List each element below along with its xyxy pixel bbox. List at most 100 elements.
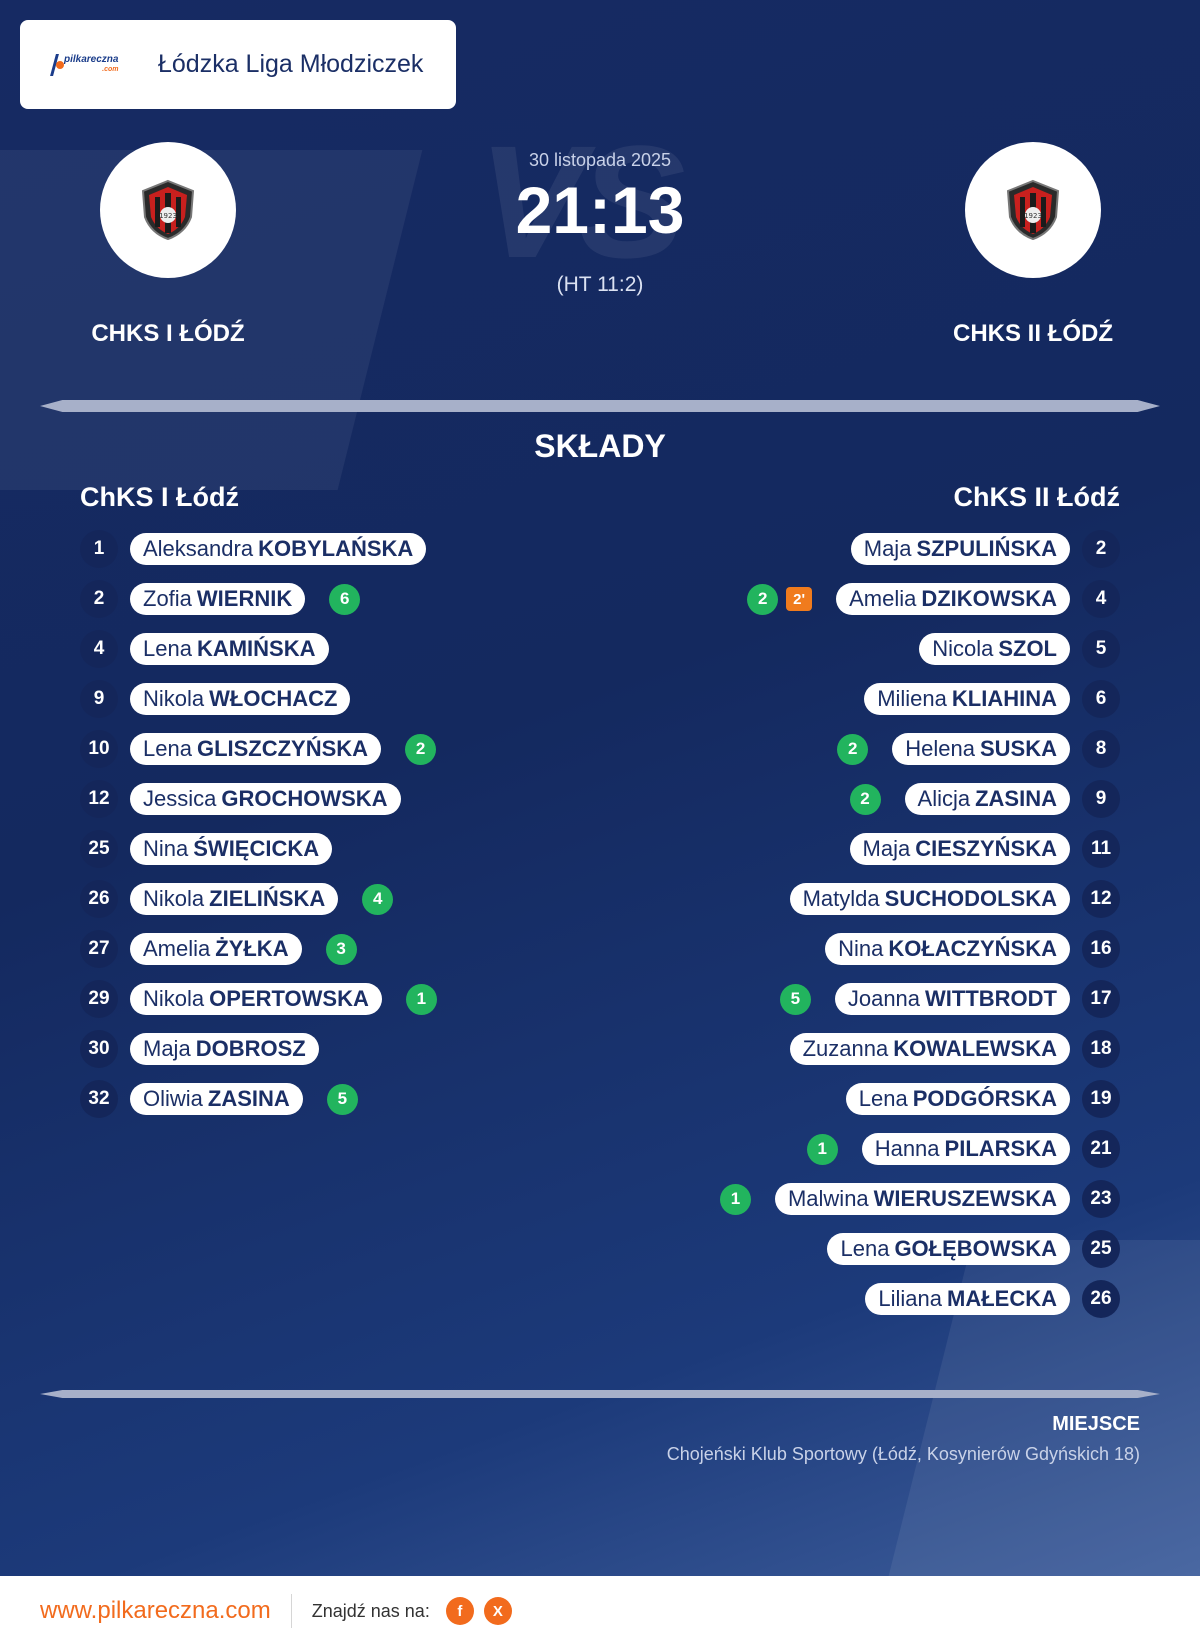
player-name: Helena SUSKA <box>892 733 1070 765</box>
player-row: 1 Malwina WIERUSZEWSKA 23 <box>719 1174 1120 1224</box>
player-row: 29 Nikola OPERTOWSKA 1 <box>80 974 437 1024</box>
player-number: 6 <box>1082 680 1120 718</box>
player-name: Amelia ŻYŁKA <box>130 933 302 965</box>
player-name: Maja SZPULIŃSKA <box>850 533 1070 565</box>
player-last-name: MAŁECKA <box>947 1286 1057 1311</box>
league-name: Łódzka Liga Młodziczek <box>158 50 424 78</box>
facebook-icon[interactable]: f <box>445 1597 474 1625</box>
logo-mark-icon <box>50 54 64 76</box>
player-name: Jessica GROCHOWSKA <box>130 783 401 815</box>
goals-badge: 2 <box>849 783 881 815</box>
player-last-name: SUSKA <box>979 736 1057 761</box>
player-row: 12 Jessica GROCHOWSKA <box>80 774 437 824</box>
away-team-name: CHKS II ŁÓDŹ <box>953 320 1113 347</box>
player-last-name: OPERTOWSKA <box>209 986 369 1011</box>
match-date: 30 listopada 2025 <box>528 150 672 170</box>
goals-badge: 5 <box>326 1083 358 1115</box>
player-number: 19 <box>1082 1080 1120 1118</box>
goals-badge: 1 <box>405 983 437 1015</box>
player-row: Zuzanna KOWALEWSKA 18 <box>720 1024 1120 1074</box>
player-name: Nikola ZIELIŃSKA <box>130 883 339 915</box>
goals-badge: 3 <box>325 933 357 965</box>
club-crest-icon: 1923 <box>1006 179 1060 241</box>
player-first-name: Miliena <box>877 686 947 711</box>
player-last-name: KOWALEWSKA <box>893 1036 1057 1061</box>
player-last-name: GLISZCZYŃSKA <box>196 736 369 761</box>
player-first-name: Hanna <box>874 1136 940 1161</box>
player-name: Hanna PILARSKA <box>861 1133 1070 1165</box>
player-first-name: Nikola <box>143 686 205 711</box>
x-icon[interactable]: X <box>483 1597 512 1625</box>
player-name: Nicola SZOL <box>919 633 1070 665</box>
player-first-name: Amelia <box>143 936 211 961</box>
player-name: Amelia DZIKOWSKA <box>836 583 1070 615</box>
logo-domain: .com <box>102 65 119 73</box>
player-last-name: ZIELIŃSKA <box>209 886 326 911</box>
player-number: 18 <box>1082 1030 1120 1068</box>
player-first-name: Amelia <box>849 586 917 611</box>
player-last-name: ZASINA <box>207 1086 290 1111</box>
away-team-crest: 1923 <box>965 142 1101 278</box>
player-first-name: Lena <box>143 636 192 661</box>
player-first-name: Matylda <box>802 886 880 911</box>
player-name: Maja DOBROSZ <box>130 1033 319 1065</box>
player-row: 32 Oliwia ZASINA 5 <box>80 1074 437 1124</box>
player-name: Nina ŚWIĘCICKA <box>130 833 333 865</box>
player-first-name: Alicja <box>917 786 971 811</box>
player-last-name: GROCHOWSKA <box>221 786 388 811</box>
goals-badge: 2 <box>837 733 869 765</box>
player-row: Maja SZPULIŃSKA 2 <box>720 524 1120 574</box>
home-lineup-title: ChKS I Łódź <box>80 482 239 512</box>
player-first-name: Helena <box>905 736 975 761</box>
site-url-link[interactable]: www.pilkareczna.com <box>40 1597 271 1624</box>
player-row: Miliena KLIAHINA 6 <box>720 674 1120 724</box>
home-roster: 1 Aleksandra KOBYLAŃSKA 2 Zofia WIERNIK 6 4 Lena… <box>80 524 437 1124</box>
player-number: 29 <box>80 980 118 1018</box>
player-first-name: Nicola <box>932 636 994 661</box>
player-last-name: WŁOCHACZ <box>209 686 338 711</box>
player-first-name: Oliwia <box>143 1086 203 1111</box>
player-first-name: Jessica <box>143 786 217 811</box>
goals-badge: 4 <box>362 883 394 915</box>
site-logo[interactable]: pilkareczna .com <box>50 50 140 80</box>
player-first-name: Nikola <box>143 886 205 911</box>
player-row: 27 Amelia ŻYŁKA 3 <box>80 924 437 974</box>
player-first-name: Maja <box>863 536 912 561</box>
player-number: 26 <box>80 880 118 918</box>
player-row: 1 Aleksandra KOBYLAŃSKA <box>80 524 437 574</box>
player-name: Lena KAMIŃSKA <box>130 633 329 665</box>
home-team-crest: 1923 <box>100 142 236 278</box>
player-row: Maja CIESZYŃSKA 11 <box>720 824 1120 874</box>
player-number: 1 <box>80 530 118 568</box>
player-name: Miliena KLIAHINA <box>864 683 1070 715</box>
player-name: Maja CIESZYŃSKA <box>849 833 1070 865</box>
player-last-name: WIERUSZEWSKA <box>873 1186 1057 1211</box>
player-name: Lena GOŁĘBOWSKA <box>827 1233 1070 1265</box>
match-poster: pilkareczna .com Łódzka Liga Młodziczek … <box>0 0 1200 1576</box>
player-last-name: ŚWIĘCICKA <box>193 836 320 861</box>
player-row: 9 Nikola WŁOCHACZ <box>80 674 437 724</box>
player-row: 2 Zofia WIERNIK 6 <box>80 574 437 624</box>
player-first-name: Nikola <box>143 986 205 1011</box>
footer-divider <box>290 1594 292 1628</box>
player-row: 2 2' Amelia DZIKOWSKA 4 <box>720 574 1120 624</box>
player-number: 11 <box>1082 830 1120 868</box>
match-score: 21:13 <box>515 173 685 247</box>
player-row: 30 Maja DOBROSZ <box>80 1024 437 1074</box>
player-last-name: KOBYLAŃSKA <box>258 536 414 561</box>
player-number: 9 <box>80 680 118 718</box>
player-last-name: KLIAHINA <box>951 686 1057 711</box>
player-row: 4 Lena KAMIŃSKA <box>80 624 437 674</box>
player-last-name: WIERNIK <box>196 586 293 611</box>
player-name: Matylda SUCHODOLSKA <box>789 883 1070 915</box>
player-row: Nina KOŁACZYŃSKA 16 <box>720 924 1120 974</box>
player-number: 5 <box>1082 630 1120 668</box>
player-first-name: Lena <box>143 736 192 761</box>
vs-watermark: VS <box>478 112 685 291</box>
player-number: 26 <box>1082 1280 1120 1318</box>
player-first-name: Maja <box>143 1036 191 1061</box>
player-name: Joanna WITTBRODT <box>834 983 1070 1015</box>
player-number: 21 <box>1082 1130 1120 1168</box>
player-last-name: KOŁACZYŃSKA <box>888 936 1057 961</box>
player-number: 10 <box>80 730 118 768</box>
